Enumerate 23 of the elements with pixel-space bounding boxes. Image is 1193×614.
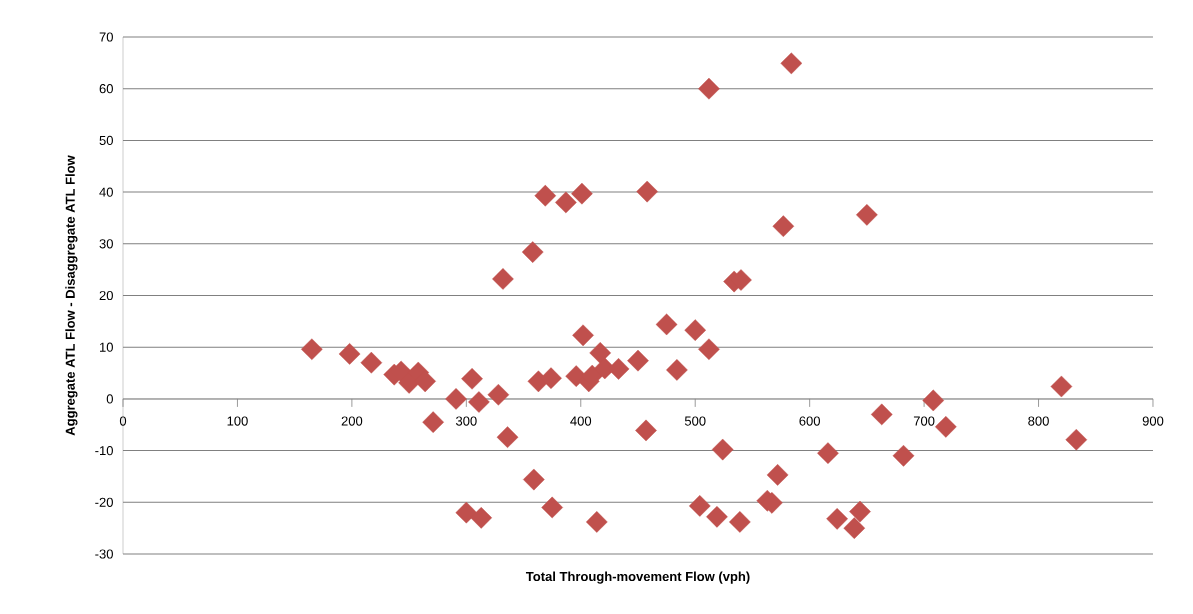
x-tick-label: 500 xyxy=(684,416,706,426)
x-tick-label: 700 xyxy=(913,416,935,426)
x-tick-label: 400 xyxy=(570,416,592,426)
y-tick-label: 20 xyxy=(99,290,113,301)
y-tick-label: 30 xyxy=(99,239,113,249)
x-tick-label: 800 xyxy=(1028,416,1049,426)
y-tick-label: 40 xyxy=(99,187,113,197)
x-axis-title: Total Through-movement Flow (vph) xyxy=(525,571,750,584)
y-tick-label: 50 xyxy=(99,135,113,145)
x-tick-label: 0 xyxy=(119,416,127,426)
y-tick-label: -20 xyxy=(95,497,113,507)
y-axis-title: Aggregate ATL Flow - Disaggregate ATL Flow xyxy=(65,155,78,436)
y-tick-label: -30 xyxy=(95,549,113,559)
y-tick-label: 60 xyxy=(99,84,113,94)
y-tick-label: 70 xyxy=(99,32,113,42)
y-tick-label: -10 xyxy=(95,445,113,456)
x-tick-label: 600 xyxy=(799,416,820,426)
y-tick-label: 10 xyxy=(100,342,113,352)
x-tick-label: 900 xyxy=(1142,416,1164,426)
y-tick-label: 0 xyxy=(106,394,113,404)
x-tick-label: 300 xyxy=(455,416,477,426)
x-tick-label: 200 xyxy=(341,416,363,426)
x-tick-label: 100 xyxy=(227,416,248,426)
